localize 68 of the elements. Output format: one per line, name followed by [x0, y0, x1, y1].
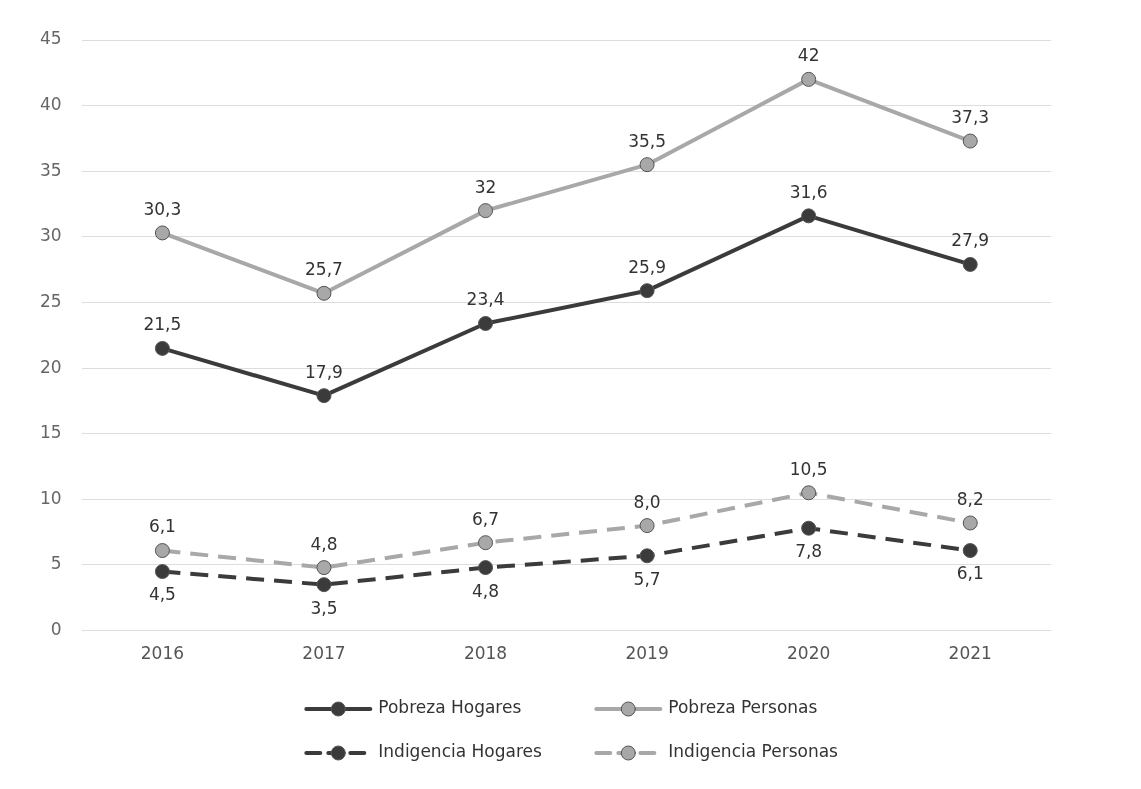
data-label: 27,9: [951, 230, 990, 251]
point: [478, 535, 494, 551]
data-label: 25,7: [305, 259, 343, 280]
data-label: 31,6: [789, 181, 828, 202]
y-tick-label: 40: [39, 94, 62, 115]
data-label: 5,7: [633, 568, 661, 589]
point: [801, 485, 817, 501]
y-tick-label: 45: [39, 28, 62, 49]
legend-label: Pobreza Personas: [668, 697, 818, 718]
data-label: 6,7: [472, 508, 500, 529]
point: [316, 560, 332, 576]
point: [962, 133, 978, 149]
point: [154, 564, 170, 580]
x-tick-label: 2017: [302, 643, 346, 664]
legend-label: Indigencia Personas: [668, 741, 839, 762]
point: [478, 315, 494, 331]
point: [154, 340, 170, 356]
point: [801, 520, 817, 536]
data-label: 3,5: [310, 597, 338, 618]
y-tick-label: 20: [39, 356, 62, 377]
point: [154, 225, 170, 241]
data-label: 8,0: [633, 491, 661, 512]
y-tick-label: 5: [50, 553, 62, 574]
data-label: 32: [474, 176, 497, 197]
data-label: 23,4: [466, 289, 505, 310]
x-tick-label: 2019: [625, 643, 669, 664]
x-tick-label: 2016: [140, 643, 185, 664]
legend-label: Pobreza Hogares: [378, 697, 522, 718]
y-tick-label: 35: [39, 159, 62, 180]
point: [639, 548, 655, 564]
point: [962, 543, 978, 559]
x-tick-label: 2021: [948, 643, 992, 664]
y-tick-label: 15: [39, 422, 62, 443]
legend-label: Indigencia Hogares: [378, 741, 542, 762]
point: [639, 157, 655, 173]
y-tick-label: 30: [39, 225, 62, 246]
data-label: 7,8: [795, 541, 823, 562]
x-tick-label: 2018: [463, 643, 508, 664]
data-label: 35,5: [628, 130, 667, 151]
point: [639, 518, 655, 534]
point: [478, 560, 494, 576]
data-label: 17,9: [305, 361, 343, 382]
point: [962, 256, 978, 272]
x-tick-label: 2020: [787, 643, 831, 664]
y-tick-label: 0: [50, 619, 62, 640]
data-label: 42: [797, 45, 820, 66]
data-label: 10,5: [789, 458, 828, 479]
point: [962, 515, 978, 531]
data-label: 25,9: [628, 256, 667, 277]
data-label: 21,5: [143, 314, 182, 335]
data-label: 30,3: [143, 198, 182, 219]
data-label: 4,8: [472, 580, 500, 601]
y-tick-label: 10: [39, 487, 62, 508]
point: [801, 71, 817, 87]
point: [316, 577, 332, 593]
point: [801, 208, 817, 224]
point: [316, 388, 332, 404]
data-label: 6,1: [956, 563, 984, 584]
data-label: 37,3: [951, 106, 990, 127]
data-label: 6,1: [148, 516, 176, 537]
point: [639, 283, 655, 299]
data-label: 8,2: [956, 488, 984, 509]
point: [478, 203, 494, 219]
data-label: 4,5: [148, 584, 176, 605]
point: [316, 285, 332, 301]
point: [154, 543, 170, 559]
y-tick-label: 25: [39, 290, 62, 311]
data-label: 4,8: [310, 533, 338, 554]
